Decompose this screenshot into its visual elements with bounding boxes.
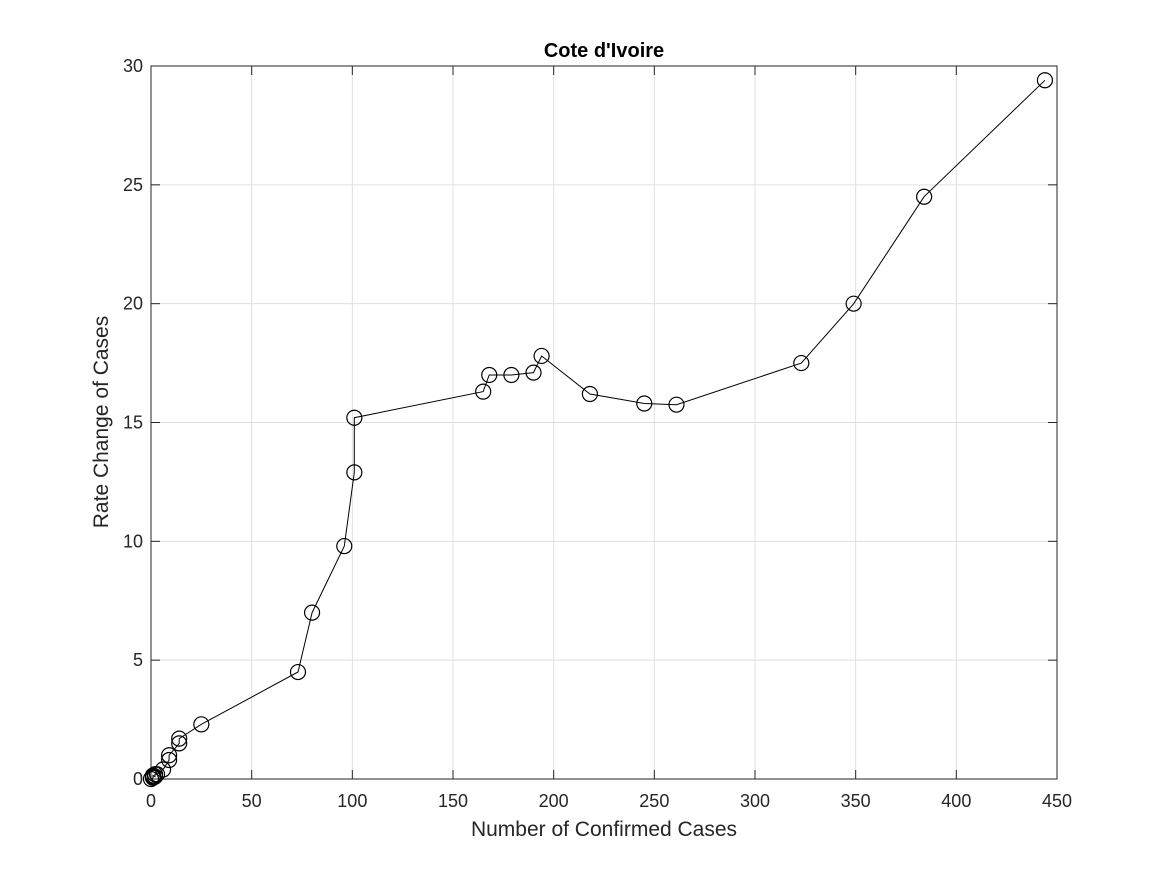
y-tick-label: 15 [123, 413, 143, 433]
axis-ticks: 0 50 100 150 200 250 300 350 400 450 0 5 10 15 20 25 30 [123, 56, 1072, 811]
data-point-marker [346, 464, 363, 481]
data-point-marker [475, 383, 492, 400]
data-point-marker [193, 716, 210, 733]
data-point-marker [525, 364, 542, 381]
data-series [142, 72, 1054, 788]
y-tick-label: 20 [123, 294, 143, 314]
data-point-marker [171, 735, 188, 752]
data-point-marker [636, 395, 653, 412]
data-point-marker [845, 295, 862, 312]
x-tick-label: 450 [1042, 791, 1072, 811]
y-tick-label: 0 [133, 769, 143, 789]
y-tick-label: 10 [123, 531, 143, 551]
x-tick-label: 200 [539, 791, 569, 811]
data-point-marker [346, 409, 363, 426]
x-tick-label: 150 [438, 791, 468, 811]
x-tick-label: 250 [639, 791, 669, 811]
grid [150, 65, 1058, 780]
data-point-marker [171, 730, 188, 747]
x-axis-label: Number of Confirmed Cases [471, 818, 737, 841]
x-tick-label: 0 [146, 791, 156, 811]
y-axis-label: Rate Change of Cases [90, 316, 113, 528]
data-point-marker [148, 766, 166, 783]
data-point-marker [581, 385, 599, 403]
x-tick-label: 100 [337, 791, 367, 811]
data-point-marker [154, 761, 172, 778]
y-tick-label: 5 [133, 650, 143, 670]
x-tick-label: 300 [740, 791, 770, 811]
x-tick-label: 400 [941, 791, 971, 811]
data-point-marker [668, 396, 685, 413]
data-point-marker [1036, 72, 1054, 89]
data-point-marker [289, 663, 307, 681]
data-point-marker [481, 366, 498, 384]
y-tick-label: 25 [123, 175, 143, 195]
data-point-marker [303, 604, 321, 621]
data-point-marker [161, 747, 178, 764]
data-point-marker [916, 188, 933, 205]
data-point-marker [142, 770, 160, 788]
data-point-marker [336, 537, 353, 555]
x-tick-label: 350 [841, 791, 871, 811]
data-point-marker [503, 366, 520, 384]
data-point-marker [793, 354, 810, 372]
data-point-marker [533, 347, 550, 365]
x-tick-label: 50 [242, 791, 262, 811]
y-tick-label: 30 [123, 56, 143, 76]
data-point-marker [161, 751, 178, 769]
chart-title: Cote d'Ivoire [544, 40, 664, 62]
series-line [150, 79, 1046, 780]
